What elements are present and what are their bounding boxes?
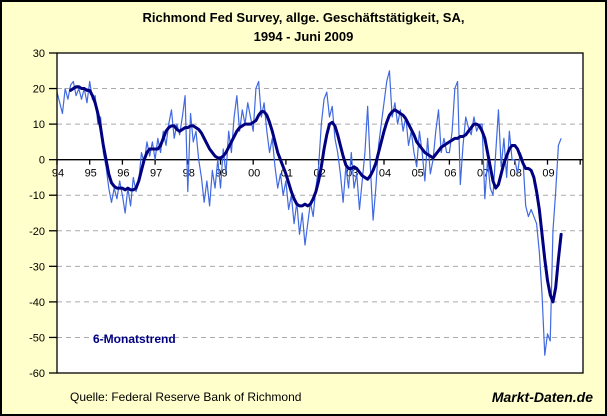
x-tick-label: 96 (117, 168, 129, 180)
x-tick-label: 95 (85, 168, 97, 180)
gridlines (57, 88, 583, 338)
plot-border (56, 52, 584, 374)
monthly-series-line (56, 70, 562, 356)
monthly-polyline (56, 70, 562, 356)
chart-title-line2: 1994 - Juni 2009 (253, 29, 354, 44)
trend-polyline (69, 85, 563, 304)
x-tick-label: 94 (52, 168, 64, 180)
chart-title: Richmond Fed Survey, allge. Geschäftstät… (2, 8, 605, 46)
brand-watermark: Markt-Daten.de (491, 389, 593, 405)
x-tick-label: 00 (248, 168, 260, 180)
y-tick-label: -60 (29, 368, 45, 380)
y-tick-label: -40 (29, 297, 45, 309)
y-tick-label: -50 (29, 332, 45, 344)
y-tick-label: 30 (33, 48, 45, 60)
x-tick-label: 06 (444, 168, 456, 180)
legend-6-month-trend: 6-Monatstrend (93, 332, 176, 346)
y-tick-label: 10 (33, 119, 45, 131)
x-tick-label: 09 (542, 168, 554, 180)
y-tick-label: -20 (29, 226, 45, 238)
y-tick-label: 0 (39, 155, 45, 167)
y-axis-ticks: 30 20 10 0 -10 -20 -30 -40 -50 -60 (29, 48, 57, 380)
x-tick-label: 97 (150, 168, 162, 180)
y-tick-label: -30 (29, 261, 45, 273)
plot-area (57, 53, 583, 373)
x-tick-label: 08 (510, 168, 522, 180)
x-tick-label: 04 (379, 168, 391, 180)
plot-background (57, 53, 583, 373)
plot-frame (56, 52, 584, 374)
chart-title-line1: Richmond Fed Survey, allge. Geschäftstät… (142, 10, 465, 25)
x-tick-label: 05 (412, 168, 424, 180)
trend-series-line (69, 85, 563, 304)
y-tick-label: 20 (33, 84, 45, 96)
y-tick-label: -10 (29, 190, 45, 202)
source-caption: Quelle: Federal Reserve Bank of Richmond (70, 390, 302, 404)
